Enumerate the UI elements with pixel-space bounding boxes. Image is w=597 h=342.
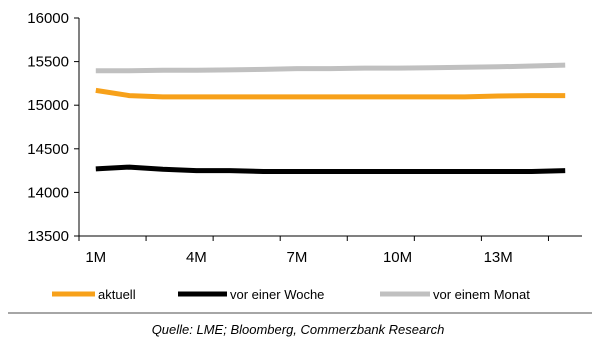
legend-label-2: vor einem Monat [433, 287, 530, 302]
y-tick-label: 15000 [27, 97, 69, 114]
x-tick-label: 1M [85, 249, 106, 266]
y-tick-label: 13500 [27, 228, 69, 245]
y-tick-label: 14000 [27, 184, 69, 201]
y-tick-label: 15500 [27, 54, 69, 71]
y-tick-label: 16000 [27, 10, 69, 27]
y-tick-label: 14500 [27, 141, 69, 158]
x-tick-label: 13M [484, 249, 513, 266]
series-line-0 [95, 87, 566, 100]
x-tick-label: 4M [186, 249, 207, 266]
axes: 13500 14000 14500 15000 15500 16000 1M 4M 7M 10M 1… [27, 10, 582, 266]
source-note: Quelle: LME; Bloomberg, Commerzbank Rese… [152, 322, 445, 337]
legend-label-1: vor einer Woche [230, 287, 324, 302]
legend-label-0: aktuell [98, 287, 136, 302]
series-line-2 [95, 62, 566, 74]
series-line-1 [95, 164, 566, 174]
legend: aktuell vor einer Woche vor einem Monat [52, 287, 530, 302]
x-tick-label: 10M [383, 249, 412, 266]
x-tick-label: 7M [287, 249, 308, 266]
series-layer [95, 62, 566, 174]
